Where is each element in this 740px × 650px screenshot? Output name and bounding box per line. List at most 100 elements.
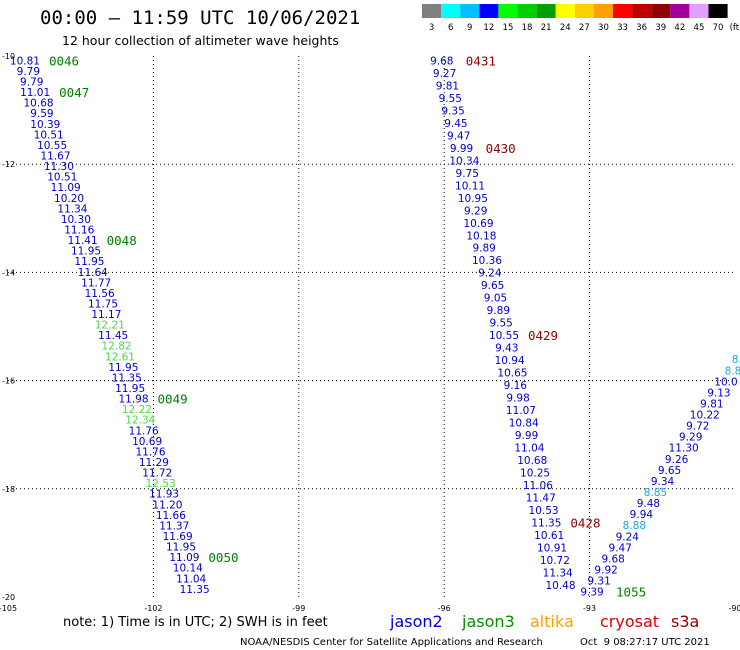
- wave-height-value: 9.81: [436, 80, 459, 92]
- wave-height-value: 9.24: [616, 531, 640, 543]
- x-tick-label: -102: [144, 604, 162, 613]
- colorbar-swatch: [632, 4, 652, 18]
- wave-height-value: 9.16: [504, 380, 528, 392]
- wave-height-value: 11.76: [135, 446, 165, 458]
- wave-height-value: 10.20: [54, 193, 84, 205]
- wave-height-value: 12.61: [105, 351, 135, 363]
- wave-height-value: 10.36: [472, 255, 502, 267]
- colorbar-swatch: [479, 4, 499, 18]
- wave-height-value: 9.89: [472, 243, 495, 255]
- wave-height-value: 10.14: [173, 563, 203, 575]
- legend-entry: cryosat: [600, 612, 659, 631]
- colorbar-label: 30: [598, 23, 609, 33]
- wave-height-value: 11.95: [71, 246, 101, 258]
- time-label: 0048: [107, 233, 137, 248]
- wave-height-value: 11.04: [176, 573, 206, 585]
- y-tick-label: -20: [2, 593, 15, 602]
- wave-height-value: 11.72: [142, 468, 172, 480]
- wave-height-value: 8.8: [732, 354, 740, 366]
- time-label: 0047: [59, 85, 89, 100]
- wave-height-value: 10.0: [714, 376, 737, 388]
- colorbar-swatch: [708, 4, 728, 18]
- wave-height-value: 9.26: [665, 454, 689, 466]
- chart-subtitle: 12 hour collection of altimeter wave hei…: [62, 33, 339, 48]
- time-label: 0431: [466, 53, 496, 68]
- wave-height-value: 10.48: [545, 580, 575, 592]
- credit-text: NOAA/NESDIS Center for Satellite Applica…: [240, 637, 543, 648]
- wave-height-value: 10.81: [10, 55, 40, 67]
- wave-height-value: 11.16: [64, 224, 94, 236]
- wave-height-value: 11.04: [514, 443, 544, 455]
- footnote: note: 1) Time is in UTC; 2) SWH is in fe…: [63, 615, 328, 630]
- wave-height-value: 11.30: [44, 161, 74, 173]
- x-tick-label: -99: [292, 604, 305, 613]
- wave-height-value: 11.75: [88, 298, 118, 310]
- wave-height-value: 10.61: [534, 530, 564, 542]
- wave-height-value: 11.09: [51, 182, 81, 194]
- wave-height-value: 12.21: [95, 320, 125, 332]
- wave-height-value: 10.91: [537, 543, 567, 555]
- wave-height-value: 11.95: [166, 542, 196, 554]
- time-label: 0050: [208, 550, 238, 565]
- colorbar-label: 9: [467, 23, 472, 33]
- wave-height-value: 9.79: [17, 66, 40, 78]
- colorbar-label: 45: [694, 23, 705, 33]
- wave-height-value: 10.11: [455, 180, 485, 192]
- wave-height-value: 11.35: [531, 518, 561, 530]
- wave-height-value: 11.77: [81, 277, 111, 289]
- colorbar-swatch: [517, 4, 537, 18]
- wave-height-value: 10.68: [24, 98, 54, 110]
- wave-height-value: 9.99: [450, 143, 473, 155]
- wave-height-value: 9.35: [441, 105, 464, 117]
- y-tick-label: -16: [2, 377, 15, 386]
- wave-height-value: 11.64: [78, 267, 108, 279]
- wave-height-value: 11.34: [543, 568, 573, 580]
- x-tick-label: -96: [438, 604, 451, 613]
- wave-height-value: 9.27: [433, 68, 456, 80]
- wave-height-value: 10.53: [529, 505, 559, 517]
- wave-height-value: 8.85: [644, 487, 667, 499]
- colorbar-label: 18: [522, 23, 533, 33]
- wave-height-value: 11.17: [91, 309, 121, 321]
- wave-height-value: 9.81: [700, 398, 723, 410]
- time-label: 0049: [158, 392, 188, 407]
- colorbar-label: 27: [579, 23, 590, 33]
- colorbar-swatch: [555, 4, 575, 18]
- time-label: 0429: [528, 328, 558, 343]
- wave-height-value: 9.99: [515, 430, 538, 442]
- wave-height-value: 9.55: [439, 93, 462, 105]
- wave-height-value: 11.35: [112, 372, 142, 384]
- colorbar-swatch: [613, 4, 633, 18]
- wave-height-value: 11.95: [74, 256, 104, 268]
- x-tick-label: -90: [728, 604, 740, 613]
- wave-height-value: 11.29: [139, 457, 169, 469]
- wave-height-value: 11.41: [68, 235, 98, 247]
- time-label: 1055: [616, 585, 646, 600]
- wave-height-value: 9.43: [495, 343, 518, 355]
- colorbar-swatch: [460, 4, 480, 18]
- time-label: 0428: [570, 516, 600, 531]
- wave-height-value: 11.07: [506, 405, 536, 417]
- wave-height-value: 10.95: [458, 193, 488, 205]
- wave-height-value: 11.98: [118, 394, 148, 406]
- colorbar-label: 24: [560, 23, 571, 33]
- legend-entry: jason2: [389, 612, 443, 631]
- wave-height-value: 10.34: [449, 155, 479, 167]
- wave-height-value: 10.65: [497, 368, 527, 380]
- wave-height-value: 11.66: [156, 510, 186, 522]
- wave-height-value: 11.76: [129, 425, 159, 437]
- y-tick-label: -12: [2, 160, 15, 169]
- wave-height-value: 11.69: [163, 531, 193, 543]
- time-label: 0046: [49, 53, 79, 68]
- colorbar-label: 6: [448, 23, 453, 33]
- wave-height-value: 9.05: [484, 293, 507, 305]
- colorbar-swatch: [574, 4, 594, 18]
- wave-height-value: 9.68: [601, 553, 624, 565]
- wave-height-value: 9.29: [464, 205, 487, 217]
- colorbar-label: 21: [541, 23, 552, 33]
- wave-height-value: 10.30: [61, 214, 91, 226]
- wave-height-value: 11.09: [169, 552, 199, 564]
- wave-height-value: 10.69: [463, 218, 493, 230]
- colorbar-swatch: [441, 4, 461, 18]
